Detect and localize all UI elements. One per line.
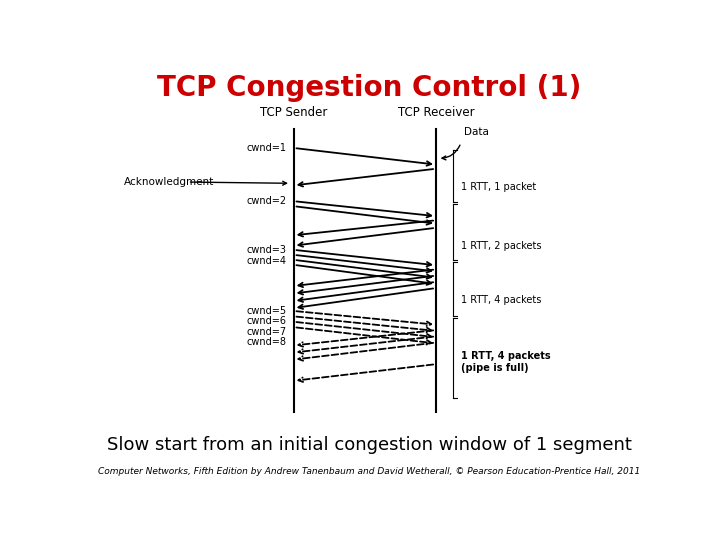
Text: Acknowledgment: Acknowledgment: [124, 177, 214, 187]
Text: cwnd=4: cwnd=4: [247, 256, 287, 266]
Text: TCP Congestion Control (1): TCP Congestion Control (1): [157, 73, 581, 102]
Text: cwnd=3: cwnd=3: [247, 245, 287, 255]
Text: cwnd=2: cwnd=2: [247, 196, 287, 206]
Text: cwnd=7: cwnd=7: [247, 327, 287, 337]
Text: cwnd=6: cwnd=6: [247, 316, 287, 326]
Text: Computer Networks, Fifth Edition by Andrew Tanenbaum and David Wetherall, © Pear: Computer Networks, Fifth Edition by Andr…: [98, 467, 640, 476]
Text: TCP Receiver: TCP Receiver: [397, 106, 474, 119]
Text: cwnd=8: cwnd=8: [247, 337, 287, 347]
Text: cwnd=1: cwnd=1: [247, 143, 287, 153]
Text: 1 RTT, 2 packets: 1 RTT, 2 packets: [461, 241, 541, 251]
Text: TCP Sender: TCP Sender: [260, 106, 328, 119]
Text: cwnd=5: cwnd=5: [247, 306, 287, 316]
Text: Slow start from an initial congestion window of 1 segment: Slow start from an initial congestion wi…: [107, 436, 631, 454]
Text: Data: Data: [464, 127, 489, 137]
Text: 1 RTT, 4 packets
(pipe is full): 1 RTT, 4 packets (pipe is full): [461, 352, 551, 373]
Text: 1 RTT, 4 packets: 1 RTT, 4 packets: [461, 295, 541, 305]
Text: 1 RTT, 1 packet: 1 RTT, 1 packet: [461, 183, 536, 192]
